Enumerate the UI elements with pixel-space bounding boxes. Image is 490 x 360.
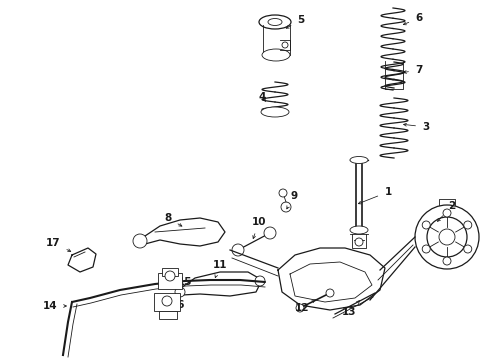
Circle shape — [296, 304, 304, 312]
Text: 6: 6 — [403, 13, 423, 25]
Text: 7: 7 — [404, 65, 423, 75]
Circle shape — [427, 217, 467, 257]
Text: 3: 3 — [404, 122, 430, 132]
Text: 15: 15 — [177, 274, 192, 287]
Bar — [159, 311, 177, 319]
Circle shape — [264, 227, 276, 239]
Circle shape — [439, 229, 455, 245]
Circle shape — [464, 221, 472, 229]
Ellipse shape — [282, 42, 288, 48]
Circle shape — [422, 245, 430, 253]
Circle shape — [281, 202, 291, 212]
Ellipse shape — [259, 15, 291, 29]
Bar — [162, 268, 178, 276]
Circle shape — [355, 238, 363, 246]
Text: 8: 8 — [164, 213, 182, 226]
Circle shape — [422, 221, 430, 229]
Circle shape — [279, 189, 287, 197]
Ellipse shape — [350, 226, 368, 234]
Bar — [154, 293, 180, 311]
Ellipse shape — [261, 107, 289, 117]
Text: 17: 17 — [46, 238, 71, 252]
Circle shape — [175, 287, 185, 297]
Circle shape — [133, 234, 147, 248]
Text: 9: 9 — [287, 191, 297, 209]
Ellipse shape — [268, 18, 282, 26]
Circle shape — [232, 244, 244, 256]
Circle shape — [165, 271, 175, 281]
Text: 2: 2 — [438, 201, 456, 221]
Ellipse shape — [262, 49, 290, 61]
Circle shape — [464, 245, 472, 253]
Circle shape — [326, 289, 334, 297]
Text: 10: 10 — [252, 217, 266, 239]
Text: 4: 4 — [258, 92, 266, 102]
Text: 11: 11 — [213, 260, 227, 278]
Text: 14: 14 — [43, 301, 66, 311]
Circle shape — [415, 205, 479, 269]
Bar — [158, 273, 182, 289]
Polygon shape — [68, 248, 96, 272]
Text: 1: 1 — [358, 187, 392, 204]
Text: 5: 5 — [286, 15, 305, 28]
Circle shape — [443, 257, 451, 265]
Circle shape — [443, 209, 451, 217]
Circle shape — [162, 296, 172, 306]
Text: 16: 16 — [171, 297, 185, 310]
Text: 13: 13 — [342, 301, 360, 317]
Text: 12: 12 — [295, 300, 316, 313]
Circle shape — [255, 276, 265, 286]
Ellipse shape — [350, 157, 368, 163]
